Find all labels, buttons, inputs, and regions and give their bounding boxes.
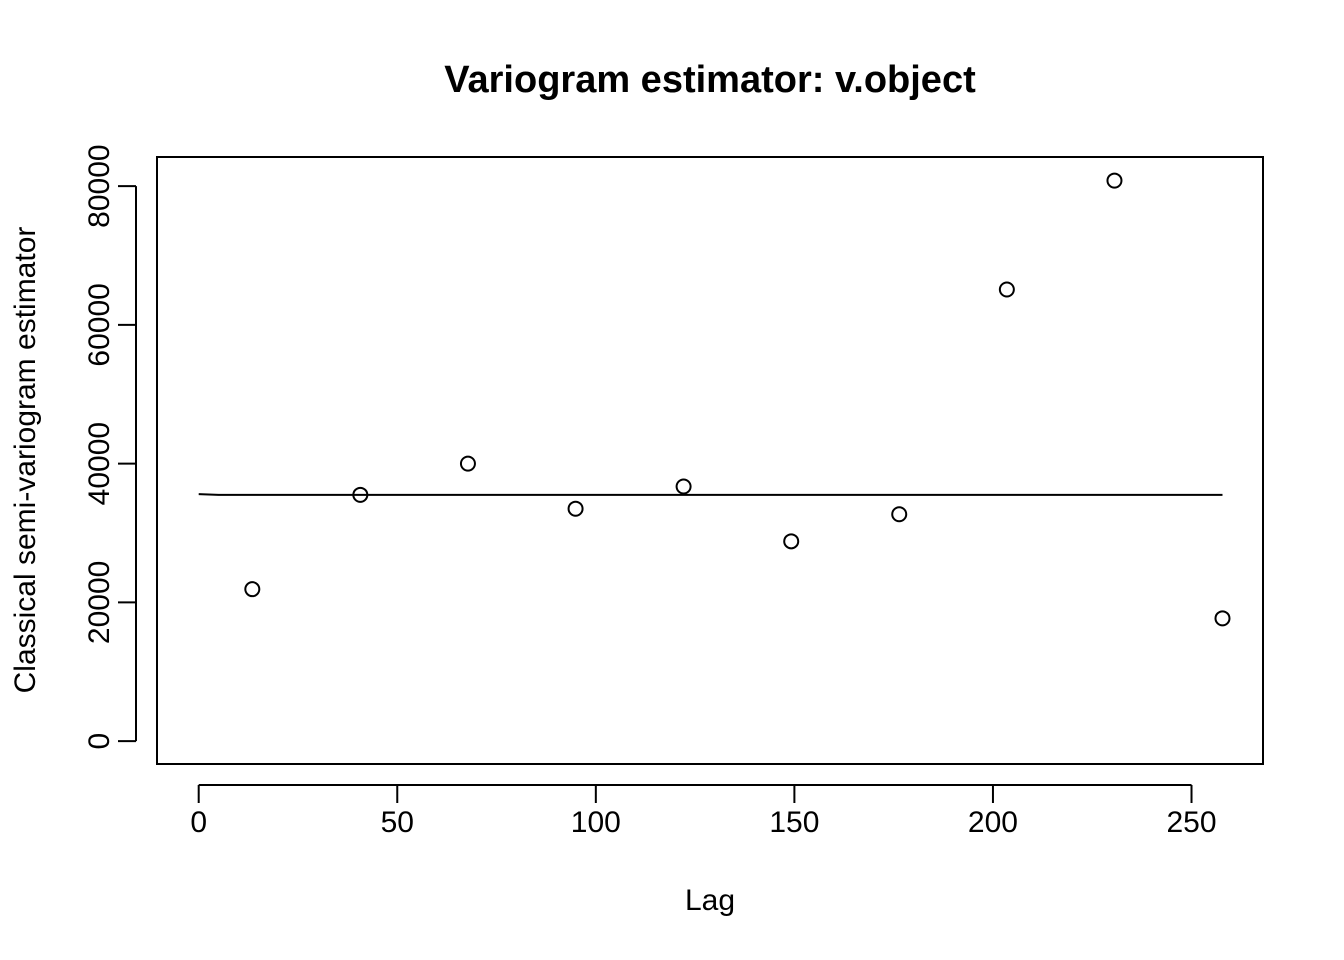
x-tick-label: 200 bbox=[968, 806, 1018, 839]
data-point bbox=[244, 581, 261, 598]
y-tick-label: 80000 bbox=[83, 144, 116, 227]
x-tick-label: 100 bbox=[571, 806, 621, 839]
y-axis-label: Classical semi-variogram estimator bbox=[9, 227, 42, 694]
x-tick-label: 50 bbox=[381, 806, 414, 839]
x-axis: 0 50 100 150 200 250 bbox=[190, 784, 1217, 839]
fitted-model-layer bbox=[198, 493, 1223, 496]
y-axis: 0 20000 40000 60000 80000 bbox=[83, 144, 137, 750]
data-point bbox=[783, 533, 800, 550]
data-points-layer bbox=[244, 172, 1231, 627]
x-tick-label: 150 bbox=[769, 806, 819, 839]
data-point bbox=[891, 506, 908, 523]
data-point bbox=[459, 455, 476, 472]
plot-frame bbox=[156, 156, 1264, 765]
y-tick-label: 0 bbox=[83, 733, 116, 750]
y-tick-label: 40000 bbox=[83, 422, 116, 505]
data-point bbox=[352, 486, 369, 503]
x-tick-label: 0 bbox=[190, 806, 207, 839]
data-point bbox=[675, 478, 692, 495]
x-tick-label: 250 bbox=[1166, 806, 1216, 839]
data-point bbox=[1106, 172, 1123, 189]
chart-title: Variogram estimator: v.object bbox=[444, 59, 976, 101]
data-point bbox=[567, 500, 584, 517]
y-tick-label: 60000 bbox=[83, 283, 116, 366]
x-axis-label: Lag bbox=[685, 884, 735, 917]
data-point bbox=[998, 281, 1015, 298]
data-point bbox=[1214, 610, 1231, 627]
y-tick-label: 20000 bbox=[83, 561, 116, 644]
fitted-variogram-line bbox=[198, 493, 1223, 496]
